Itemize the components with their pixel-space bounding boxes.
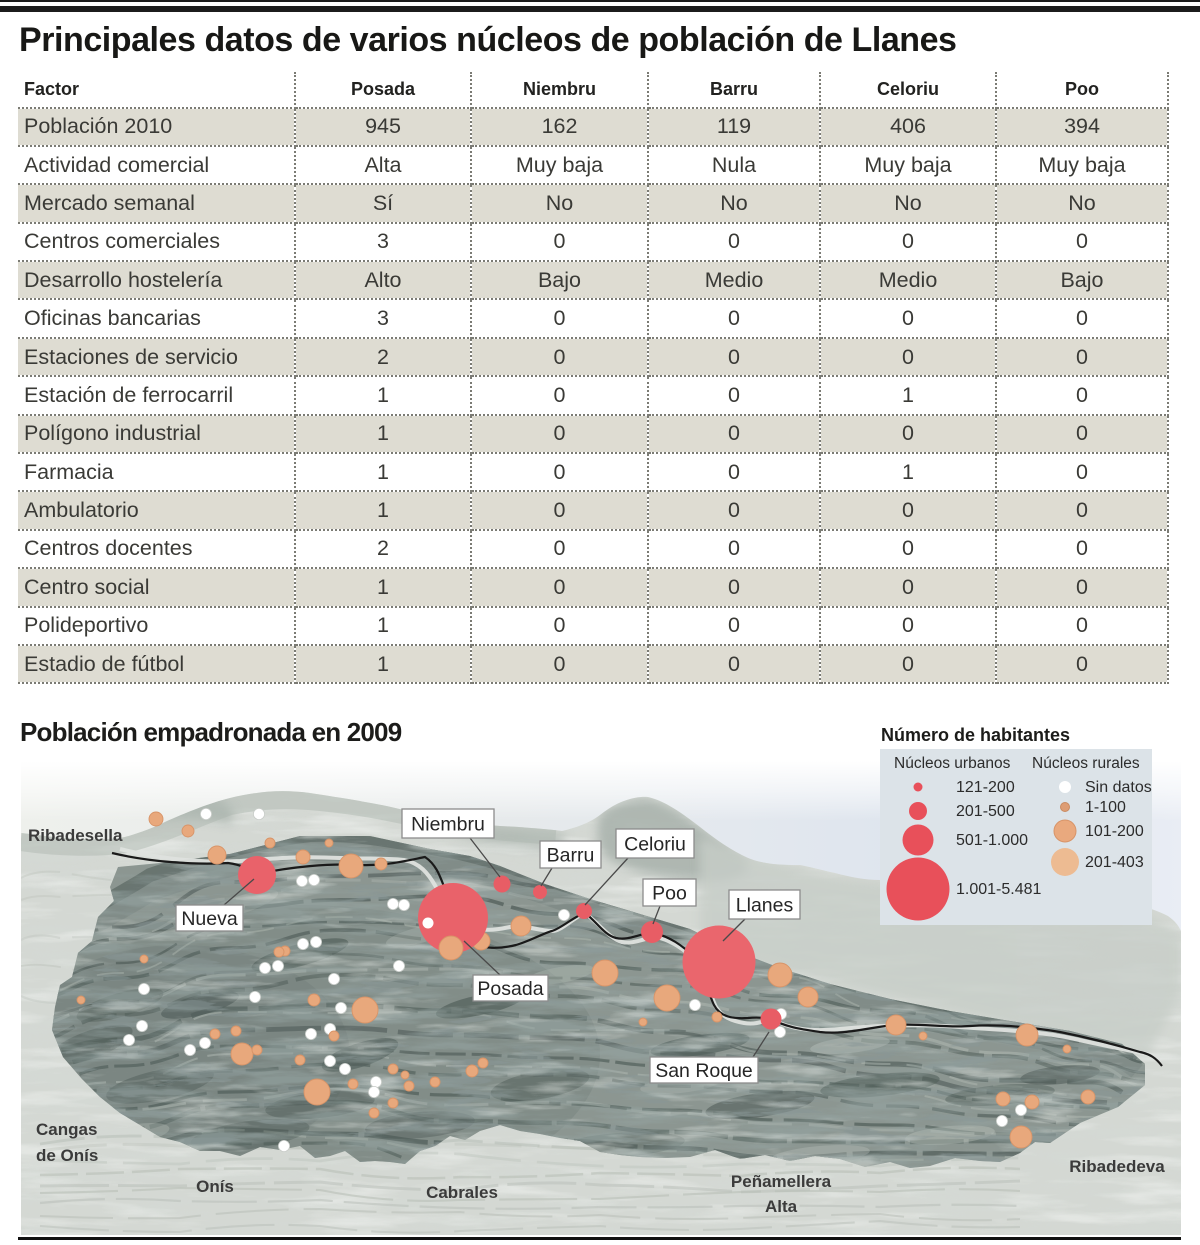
svg-text:de Onís: de Onís <box>36 1146 98 1165</box>
svg-text:Llanes: Llanes <box>736 895 794 917</box>
svg-text:Cangas: Cangas <box>36 1120 97 1139</box>
svg-text:Núcleos urbanos: Núcleos urbanos <box>894 755 1011 772</box>
svg-text:San Roque: San Roque <box>655 1060 753 1082</box>
svg-text:Nueva: Nueva <box>181 908 238 930</box>
svg-text:Poo: Poo <box>652 883 687 905</box>
svg-text:Ribadesella: Ribadesella <box>28 826 123 845</box>
svg-text:Onís: Onís <box>196 1177 234 1196</box>
svg-text:201-500: 201-500 <box>956 803 1015 820</box>
svg-text:101-200: 101-200 <box>1085 823 1144 840</box>
svg-text:201-403: 201-403 <box>1085 854 1144 871</box>
svg-text:Sin datos: Sin datos <box>1085 779 1152 796</box>
svg-text:Alta: Alta <box>765 1197 798 1216</box>
svg-text:121-200: 121-200 <box>956 779 1015 796</box>
svg-text:Niembru: Niembru <box>411 814 485 836</box>
svg-text:Ribadedeva: Ribadedeva <box>1069 1157 1165 1176</box>
svg-text:1.001-5.481: 1.001-5.481 <box>956 881 1042 898</box>
svg-text:Núcleos rurales: Núcleos rurales <box>1032 755 1140 772</box>
svg-text:1-100: 1-100 <box>1085 799 1126 816</box>
svg-text:501-1.000: 501-1.000 <box>956 832 1028 849</box>
svg-text:Peñamellera: Peñamellera <box>731 1172 832 1191</box>
svg-text:Posada: Posada <box>477 978 543 1000</box>
svg-text:Cabrales: Cabrales <box>426 1183 498 1202</box>
svg-text:Barru: Barru <box>547 845 595 867</box>
svg-text:Celoriu: Celoriu <box>624 834 686 856</box>
